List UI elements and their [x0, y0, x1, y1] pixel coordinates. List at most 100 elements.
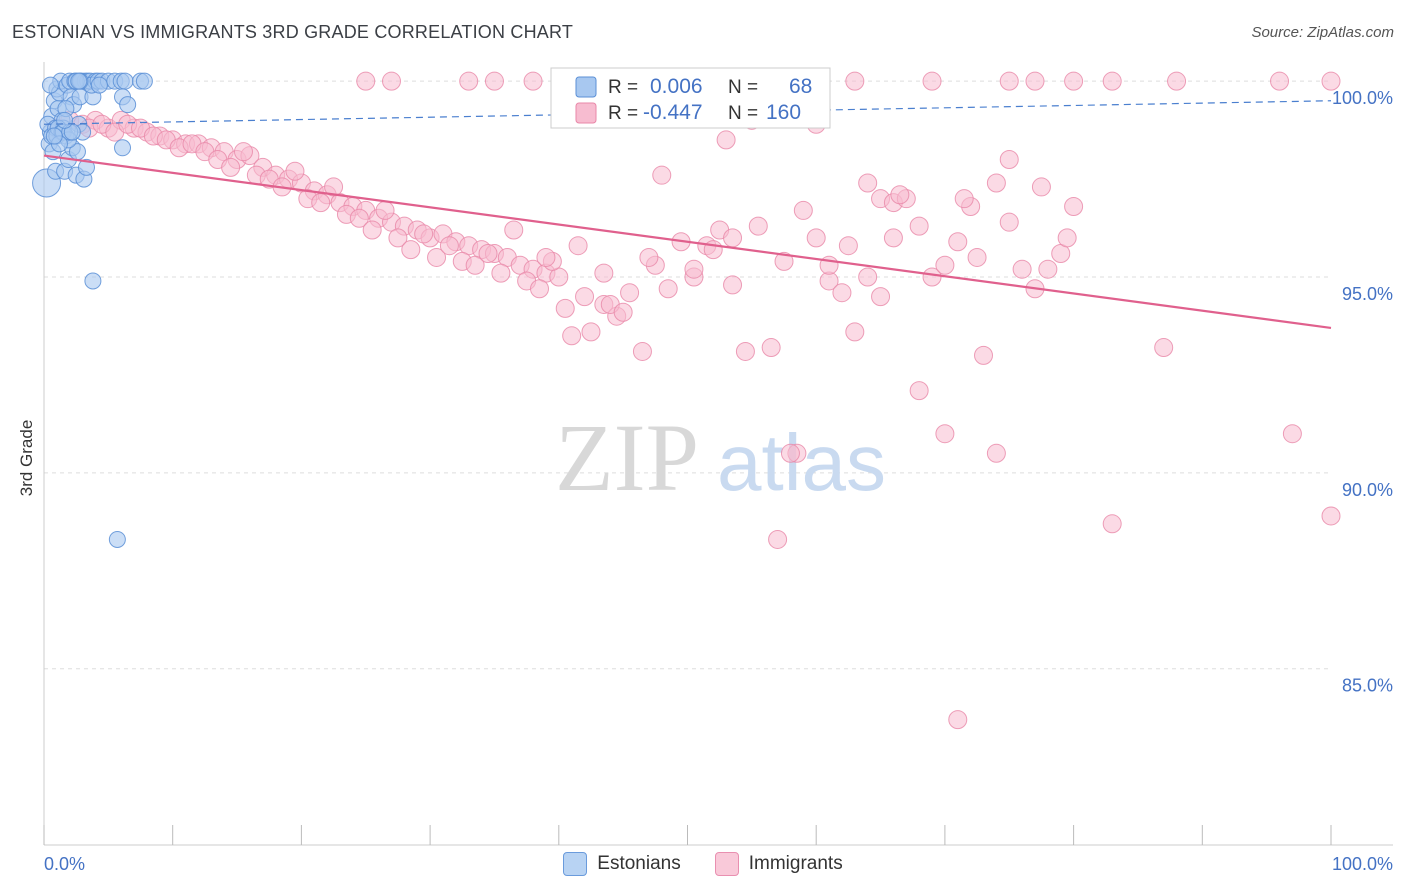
estonians-label: Estonians — [597, 853, 681, 874]
immigrants-point — [838, 236, 858, 256]
watermark: ZIP atlas — [555, 404, 886, 511]
immigrants-point — [1038, 259, 1058, 279]
immigrants-point — [935, 424, 955, 444]
immigrants-point — [967, 247, 987, 267]
estonians-point — [56, 111, 74, 129]
y-tick-labels: 100.0% 95.0% 90.0% 85.0% — [1332, 88, 1393, 696]
trend-lines — [43, 100, 1332, 330]
immigrants-point — [1057, 228, 1077, 248]
immigrants-swatch — [714, 852, 739, 876]
immigrants-point — [529, 279, 549, 299]
immigrants-point — [523, 71, 543, 91]
legend-box-frame — [550, 67, 831, 129]
legend-swatch-pink — [575, 102, 597, 124]
immigrants-label: Immigrants — [748, 853, 843, 874]
legend-r-value-1: 0.006 — [650, 75, 703, 98]
immigrants-point — [793, 200, 813, 220]
immigrants-point — [883, 228, 903, 248]
immigrants-point — [491, 263, 511, 283]
immigrants-point — [652, 165, 672, 185]
immigrants-point — [748, 216, 768, 236]
immigrants-point — [594, 263, 614, 283]
immigrants-point — [465, 255, 485, 275]
immigrants-point — [845, 322, 865, 342]
legend-item-immigrants[interactable]: Immigrants — [714, 852, 843, 876]
estonians-point — [90, 76, 108, 94]
immigrants-point — [356, 71, 376, 91]
immigrants-point — [780, 443, 800, 463]
immigrants-point — [1167, 71, 1187, 91]
estonians-point — [116, 72, 134, 90]
y-tick-label: 95.0% — [1342, 284, 1393, 304]
immigrants-point — [922, 71, 942, 91]
immigrants-point — [362, 220, 382, 240]
immigrants-point — [871, 287, 891, 307]
immigrants-point — [858, 173, 878, 193]
estonians-point — [114, 139, 132, 157]
immigrants-point — [774, 251, 794, 271]
immigrants-point — [581, 322, 601, 342]
chart-title: ESTONIAN VS IMMIGRANTS 3RD GRADE CORRELA… — [12, 22, 574, 42]
y-tick-label: 90.0% — [1342, 480, 1393, 500]
immigrants-point — [388, 228, 408, 248]
immigrants-point — [478, 244, 498, 264]
immigrants-point — [439, 236, 459, 256]
legend-n-label-2: N = — [728, 103, 758, 124]
legend-box: R = 0.006 N = 68 R = -0.447 N = 160 — [550, 67, 831, 129]
immigrants-point — [575, 287, 595, 307]
immigrants-point — [845, 71, 865, 91]
immigrants-point — [986, 173, 1006, 193]
immigrants-point — [1270, 71, 1290, 91]
x-tick-label-start: 0.0% — [44, 854, 85, 874]
immigrants-point — [568, 236, 588, 256]
immigrants-point — [536, 247, 556, 267]
immigrants-point — [1031, 177, 1051, 197]
x-tick-label-end: 100.0% — [1332, 854, 1393, 874]
immigrants-point — [1282, 424, 1302, 444]
immigrants-point — [324, 177, 344, 197]
immigrants-point — [484, 71, 504, 91]
immigrants-point — [716, 130, 736, 150]
estonians-points — [32, 72, 153, 548]
immigrants-point — [349, 208, 369, 228]
estonians-point — [77, 158, 95, 176]
y-axis-label: 3rd Grade — [17, 420, 36, 497]
immigrants-point — [954, 189, 974, 209]
immigrants-point — [639, 247, 659, 267]
immigrants-point — [890, 185, 910, 205]
immigrants-point — [948, 710, 968, 730]
immigrants-point — [723, 275, 743, 295]
immigrants-point — [935, 255, 955, 275]
legend-r-label-1: R = — [608, 77, 638, 98]
estonians-point — [41, 76, 59, 94]
immigrants-point — [768, 529, 788, 549]
legend-n-value-1: 68 — [789, 75, 812, 98]
immigrants-point — [832, 283, 852, 303]
estonians-point — [119, 96, 137, 114]
immigrants-point — [427, 247, 447, 267]
watermark-zip: ZIP — [555, 404, 699, 511]
immigrants-point — [1064, 71, 1084, 91]
legend-n-label-1: N = — [728, 77, 758, 98]
y-tick-label: 100.0% — [1332, 88, 1393, 108]
legend-item-estonians[interactable]: Estonians — [563, 852, 681, 876]
immigrants-point — [735, 341, 755, 361]
immigrants-point — [504, 220, 524, 240]
immigrants-point — [632, 341, 652, 361]
legend-r-value-2: -0.447 — [643, 101, 703, 124]
immigrants-point — [999, 71, 1019, 91]
immigrants-point — [562, 326, 582, 346]
immigrants-point — [311, 193, 331, 213]
immigrants-point — [401, 240, 421, 260]
estonians-point — [84, 272, 102, 290]
immigrants-points — [47, 71, 1341, 730]
immigrants-point — [375, 200, 395, 220]
estonians-point — [70, 72, 88, 90]
immigrants-point — [999, 150, 1019, 170]
legend-n-value-2: 160 — [766, 101, 801, 124]
immigrants-point — [613, 302, 633, 322]
immigrants-point — [1012, 259, 1032, 279]
immigrants-point — [723, 228, 743, 248]
estonians-point — [135, 72, 153, 90]
immigrants-point — [1154, 338, 1174, 358]
